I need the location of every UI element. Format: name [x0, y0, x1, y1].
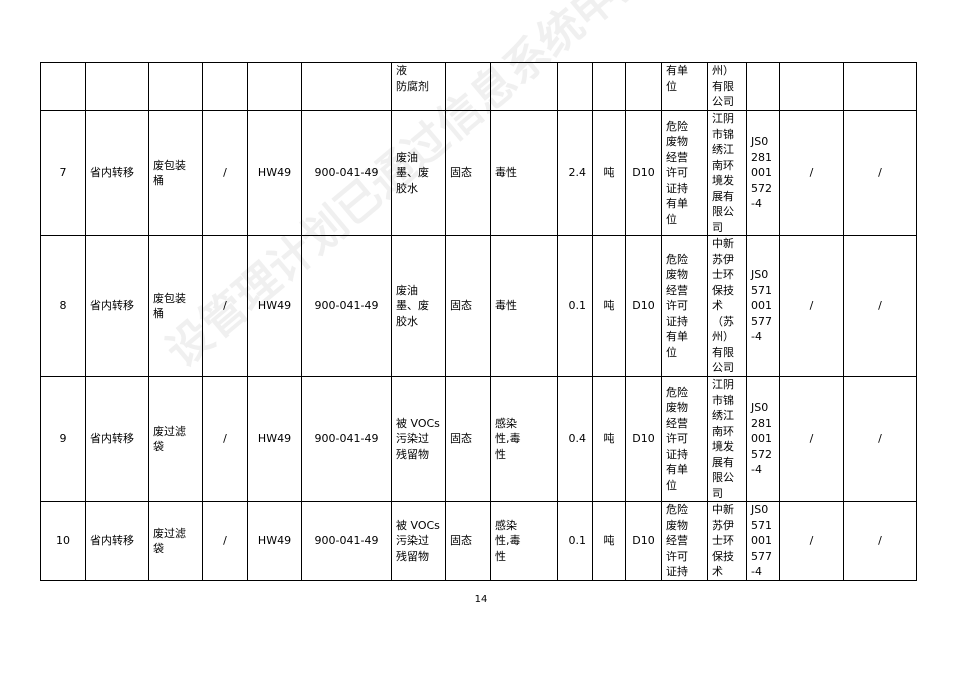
- table-cell: HW49: [247, 235, 302, 377]
- table-cell: 被 VOCs 污染过 残留物: [391, 376, 446, 502]
- table-cell: /: [202, 110, 248, 236]
- table-cell: [625, 62, 662, 111]
- table-cell: 固态: [445, 235, 491, 377]
- table-cell: 危险 废物 经营 许可 证持 有单 位: [661, 110, 708, 236]
- table-cell: 8: [40, 235, 86, 377]
- table-cell: JS0 571 001 577 -4: [746, 501, 780, 581]
- table-cell: /: [202, 235, 248, 377]
- table-cell: 江阴 市锦 绣江 南环 境发 展有 限公 司: [707, 110, 747, 236]
- table-cell: 废包装 桶: [148, 110, 203, 236]
- table-cell: [557, 62, 593, 111]
- table-cell: 7: [40, 110, 86, 236]
- table-cell: 省内转移: [85, 376, 149, 502]
- table-cell: /: [843, 235, 917, 377]
- table-cell: [843, 62, 917, 111]
- table-row: 9 省内转移 废过滤 袋 / HW49 900-041-49 被 VOCs 污染过 残留物固…: [40, 376, 917, 502]
- table-cell: /: [779, 501, 844, 581]
- table-cell: 废油 墨、废 胶水: [391, 110, 446, 236]
- table-cell: 900-041-49: [301, 110, 392, 236]
- table-cell: /: [843, 376, 917, 502]
- table-cell: 毒性: [490, 110, 558, 236]
- table-cell: 900-041-49: [301, 501, 392, 581]
- table-cell: 州） 有限 公司: [707, 62, 747, 111]
- table-cell: [445, 62, 491, 111]
- table-cell: /: [843, 501, 917, 581]
- table-cell: 中新 苏伊 士环 保技 术: [707, 501, 747, 581]
- table-row: 10 省内转移 废过滤 袋 / HW49 900-041-49 被 VOCs 污染过 残留物…: [40, 501, 917, 581]
- table-cell: 毒性: [490, 235, 558, 377]
- table-cell: /: [202, 376, 248, 502]
- table-cell: D10: [625, 235, 662, 377]
- table-cell: 固态: [445, 501, 491, 581]
- table-cell: 0.1: [557, 235, 593, 377]
- table-cell: 中新 苏伊 士环 保技 术 （苏 州） 有限 公司: [707, 235, 747, 377]
- table-cell: 危险 废物 经营 许可 证持 有单 位: [661, 235, 708, 377]
- table-cell: [592, 62, 626, 111]
- table-cell: 废过滤 袋: [148, 376, 203, 502]
- table-cell: 危险 废物 经营 许可 证持 有单 位: [661, 376, 708, 502]
- table-cell: 固态: [445, 376, 491, 502]
- table-cell: 废包装 桶: [148, 235, 203, 377]
- table-cell: [301, 62, 392, 111]
- table-cell: [148, 62, 203, 111]
- table-cell: [490, 62, 558, 111]
- table-cell: 江阴 市锦 绣江 南环 境发 展有 限公 司: [707, 376, 747, 502]
- table-cell: JS0 281 001 572 -4: [746, 376, 780, 502]
- table-cell: 液 防腐剂: [391, 62, 446, 111]
- table-cell: [202, 62, 248, 111]
- table-cell: /: [779, 376, 844, 502]
- table-cell: 感染 性,毒 性: [490, 501, 558, 581]
- table-cell: 感染 性,毒 性: [490, 376, 558, 502]
- table-cell: 被 VOCs 污染过 残留物: [391, 501, 446, 581]
- table-cell: 9: [40, 376, 86, 502]
- table-cell: 吨: [592, 235, 626, 377]
- table-cell: HW49: [247, 501, 302, 581]
- table-cell: HW49: [247, 376, 302, 502]
- table-cell: /: [202, 501, 248, 581]
- table-cell: 废油 墨、废 胶水: [391, 235, 446, 377]
- waste-transfer-table: 液 防腐剂 有单 位州） 有限 公司 7 省内转移 废包装 桶 / HW49 900-041-…: [40, 62, 917, 581]
- table-cell: 吨: [592, 376, 626, 502]
- table-cell: [40, 62, 86, 111]
- table-cell: 900-041-49: [301, 235, 392, 377]
- table-cell: JS0 571 001 577 -4: [746, 235, 780, 377]
- table-cell: HW49: [247, 110, 302, 236]
- table-cell: 10: [40, 501, 86, 581]
- table-cell: 吨: [592, 501, 626, 581]
- table-cell: D10: [625, 110, 662, 236]
- table-cell: /: [843, 110, 917, 236]
- table-row: 7 省内转移 废包装 桶 / HW49 900-041-49 废油 墨、废 胶水 固态 毒性 2.…: [40, 110, 917, 236]
- table-row: 液 防腐剂 有单 位州） 有限 公司: [40, 62, 917, 111]
- table-cell: JS0 281 001 572 -4: [746, 110, 780, 236]
- page-number: 14: [474, 594, 488, 605]
- table-cell: [746, 62, 780, 111]
- table-row: 8 省内转移 废包装 桶 / HW49 900-041-49 废油 墨、废 胶水 固态 毒性 0.…: [40, 235, 917, 377]
- table-cell: 0.1: [557, 501, 593, 581]
- table-cell: [247, 62, 302, 111]
- table-cell: D10: [625, 501, 662, 581]
- table-cell: [779, 62, 844, 111]
- table-cell: 2.4: [557, 110, 593, 236]
- table-cell: /: [779, 235, 844, 377]
- table-cell: 废过滤 袋: [148, 501, 203, 581]
- table-cell: 省内转移: [85, 235, 149, 377]
- table-cell: /: [779, 110, 844, 236]
- table-cell: 固态: [445, 110, 491, 236]
- table-cell: [85, 62, 149, 111]
- table-cell: 900-041-49: [301, 376, 392, 502]
- table-cell: 危险 废物 经营 许可 证持: [661, 501, 708, 581]
- table-cell: 省内转移: [85, 501, 149, 581]
- table-cell: 有单 位: [661, 62, 708, 111]
- table-cell: 省内转移: [85, 110, 149, 236]
- table-cell: 0.4: [557, 376, 593, 502]
- table-cell: D10: [625, 376, 662, 502]
- table-cell: 吨: [592, 110, 626, 236]
